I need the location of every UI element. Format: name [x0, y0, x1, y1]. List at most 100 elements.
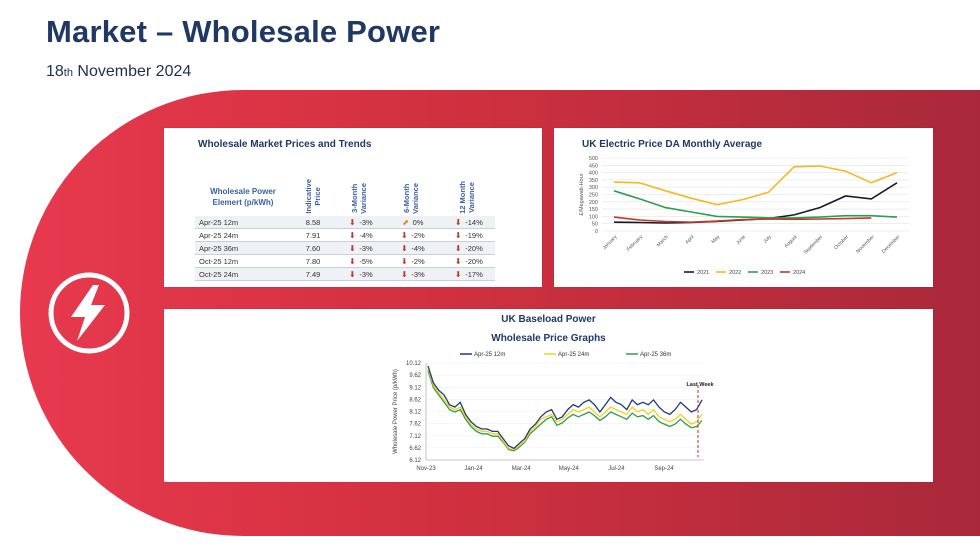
- x-tick-label: August: [783, 234, 799, 250]
- series-line-Apr-25-36m: [427, 370, 703, 452]
- variance-value: -4%: [359, 230, 373, 240]
- price-cell: 7.91: [291, 228, 335, 242]
- y-tick-label: 8.12: [409, 410, 421, 416]
- variance-cell: ⬇ -3%: [335, 267, 383, 281]
- down-arrow-icon: ⬇: [348, 217, 356, 227]
- da-monthly-panel: UK Electric Price DA Monthly Average 0 50…: [554, 128, 933, 287]
- wholesale-prices-panel: Wholesale Market Prices and Trends Whole…: [164, 128, 542, 287]
- up-arrow-icon: ⬈: [402, 217, 409, 227]
- legend-label: Apr-25 12m: [474, 352, 505, 358]
- x-tick-label: Sep-24: [654, 466, 674, 472]
- y-tick-label: 500: [589, 156, 598, 162]
- series-line-2023: [613, 190, 898, 219]
- date-rest: November 2024: [72, 63, 192, 80]
- legend-label: Apr-25 36m: [640, 352, 671, 358]
- variance-cell: ⬇ -20%: [439, 241, 495, 255]
- variance-value: -3%: [359, 243, 373, 253]
- price-cell: 7.60: [291, 241, 335, 255]
- y-tick-label: 6.62: [409, 446, 421, 452]
- x-tick-label: Mar-24: [512, 466, 532, 472]
- x-tick-label: October: [833, 234, 850, 251]
- baseload-chart: 10.12 9.62 9.12 8.62 8.12 7.62 7.12 6.62 6.12 Who…: [393, 352, 714, 472]
- y-tick-label: 250: [589, 193, 598, 199]
- variance-value: -3%: [411, 269, 425, 279]
- variance-value: -3%: [359, 269, 373, 279]
- y-tick-label: 9.12: [409, 385, 421, 391]
- x-tick-label: Jan-24: [464, 466, 483, 472]
- variance-value: 0%: [412, 217, 424, 227]
- y-tick-label: 300: [589, 185, 598, 191]
- x-tick-label: April: [684, 234, 695, 245]
- baseload-supertitle: UK Baseload Power: [501, 314, 596, 325]
- legend-label: Apr-25 24m: [558, 352, 589, 358]
- x-tick-label: June: [735, 234, 747, 246]
- y-axis-label: £/Megawatt-Hour: [579, 173, 585, 215]
- y-axis-label: Wholesale Power Price (p/kWh): [393, 369, 399, 454]
- y-tick-label: 400: [589, 171, 598, 177]
- x-tick-label: Jul-24: [608, 466, 625, 472]
- wholesale-prices-title: Wholesale Market Prices and Trends: [198, 139, 372, 150]
- y-tick-label: 9.62: [409, 373, 421, 379]
- variance-value: -17%: [465, 269, 483, 279]
- variance-value: -2%: [411, 230, 425, 240]
- last-week-label: Last Week: [686, 382, 714, 388]
- table-row: Apr-25 24m 7.91 ⬇ -4% ⬇ -2% ⬇ -19%: [195, 228, 495, 242]
- down-arrow-icon: ⬇: [348, 269, 356, 279]
- down-arrow-icon: ⬇: [400, 269, 408, 279]
- row-label: Oct-25 12m: [195, 254, 291, 268]
- x-tick-label: January: [602, 234, 619, 251]
- table-row: Apr-25 12m 8.58 ⬇ -3% ⬈ 0% ⬇ -14%: [195, 216, 495, 229]
- date-day: 18: [46, 63, 64, 80]
- y-tick-label: 7.12: [409, 434, 421, 440]
- series-line-2022: [613, 165, 898, 206]
- variance-value: -19%: [465, 230, 483, 240]
- variance-cell: ⬇ -3%: [383, 267, 439, 281]
- variance-cell: ⬇ -4%: [383, 241, 439, 255]
- y-tick-label: 0: [595, 229, 598, 235]
- down-arrow-icon: ⬇: [348, 256, 356, 266]
- col-header-element: Wholesale Power Elemert (p/kWh): [210, 187, 276, 207]
- table-row: Apr-25 36m 7.60 ⬇ -3% ⬇ -4% ⬇ -20%: [195, 241, 495, 255]
- variance-value: -20%: [465, 256, 483, 266]
- variance-cell: ⬇ -19%: [439, 228, 495, 242]
- down-arrow-icon: ⬇: [400, 243, 408, 253]
- y-tick-label: 6.12: [409, 458, 421, 464]
- legend-label: 2021: [697, 270, 709, 276]
- x-tick-label: May: [710, 234, 721, 245]
- variance-cell: ⬇ -3%: [335, 241, 383, 255]
- down-arrow-icon: ⬇: [454, 269, 462, 279]
- y-tick-label: 7.62: [409, 422, 421, 428]
- price-cell: 7.80: [291, 254, 335, 268]
- series-line-Apr-25-12m: [427, 365, 703, 450]
- x-tick-label: November: [855, 234, 876, 255]
- y-tick-label: 200: [589, 200, 598, 206]
- y-tick-label: 8.62: [409, 397, 421, 403]
- y-tick-label: 150: [589, 207, 598, 213]
- date-suffix: th: [63, 67, 73, 79]
- wholesale-prices-table: Wholesale Power Elemert (p/kWh) Indicati…: [195, 158, 495, 281]
- price-cell: 7.49: [291, 267, 335, 281]
- variance-value: -4%: [411, 243, 425, 253]
- table-row: Oct-25 12m 7.80 ⬇ -5% ⬇ -2% ⬇ -20%: [195, 254, 495, 268]
- variance-value: -5%: [359, 256, 373, 266]
- page-title: Market – Wholesale Power: [46, 14, 441, 49]
- legend-label: 2022: [729, 270, 741, 276]
- baseload-panel: UK Baseload Power Wholesale Price Graphs…: [164, 309, 933, 482]
- down-arrow-icon: ⬇: [454, 217, 462, 227]
- legend-label: 2024: [793, 270, 805, 276]
- down-arrow-icon: ⬇: [454, 243, 462, 253]
- col-header-6m: 6-Month Variance: [402, 183, 420, 214]
- x-tick-label: July: [762, 234, 773, 245]
- baseload-chart-title: Wholesale Price Graphs: [491, 333, 606, 344]
- variance-value: -2%: [411, 256, 425, 266]
- x-tick-label: December: [881, 234, 902, 255]
- variance-cell: ⬇ -3%: [335, 216, 383, 229]
- variance-cell: ⬇ -2%: [383, 254, 439, 268]
- table-row: Oct-25 24m 7.49 ⬇ -3% ⬇ -3% ⬇ -17%: [195, 267, 495, 281]
- x-tick-label: March: [656, 234, 670, 248]
- series-line-Apr-25-24m: [427, 368, 703, 451]
- x-tick-label: May-24: [559, 466, 580, 472]
- x-tick-label: February: [626, 234, 645, 253]
- report-date: 18th November 2024: [46, 63, 191, 81]
- down-arrow-icon: ⬇: [348, 230, 356, 240]
